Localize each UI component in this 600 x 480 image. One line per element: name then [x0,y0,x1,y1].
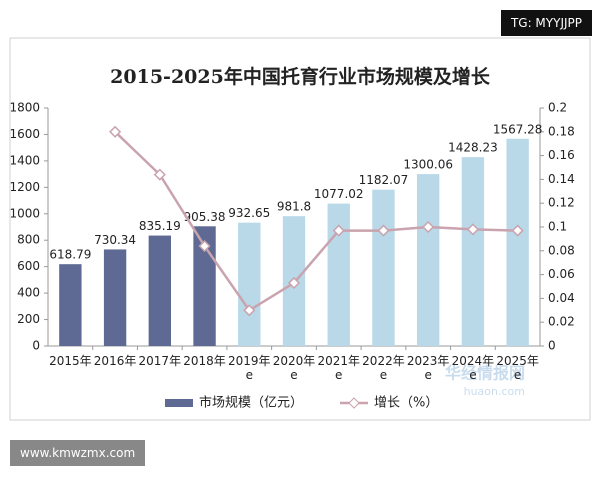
marker [511,224,524,237]
value-label: 932.65 [228,206,270,220]
y-tick-label: 400 [17,286,40,300]
marker [466,223,479,236]
x-tick-label: 2015年 [49,354,92,368]
bar [327,203,350,346]
y-tick-label: 200 [17,312,40,326]
y2-tick-label: 0.12 [548,196,575,210]
marker [153,168,166,181]
y2-tick-label: 0.14 [548,172,575,186]
legend-label: 增长（%） [374,396,438,411]
x-tick-label: 2022年e [362,354,405,382]
y-tick-label: 800 [17,233,40,247]
bar [103,249,127,346]
marker [332,224,345,237]
marker [243,304,256,317]
legend-swatch [165,399,193,407]
marker [287,276,301,289]
y2-tick-label: 0.16 [548,148,575,162]
y-tick-label: 1400 [9,153,40,167]
bar [238,222,261,346]
y2-tick-label: 0 [548,339,556,353]
marker [422,220,435,234]
legend-label: 市场规模（亿元） [199,395,303,411]
x-tick-label: 2017年 [138,354,182,368]
y-tick-label: 1000 [9,206,40,220]
marker [109,125,122,138]
x-tick-label: 2021年e [317,354,360,382]
x-tick-label: 2018年 [183,354,226,368]
y2-tick-label: 0.18 [548,124,575,138]
value-label: 1300.06 [403,158,453,172]
x-tick-label: 2016年 [93,354,137,368]
value-label: 618.79 [49,248,91,262]
x-tick-label: 2020年e [272,354,316,382]
y-tick-label: 1600 [9,127,40,141]
y-tick-label: 600 [17,259,40,273]
x-tick-label: 2023年e [406,354,450,382]
line [114,130,518,312]
x-tick-label: 2019年e [227,354,271,382]
watermark-url: huaon.com [464,385,525,398]
y-tick-label: 1800 [9,101,40,115]
y2-tick-label: 0.04 [548,291,575,305]
x-tick-label: 2024年e [451,354,495,382]
watermark: 华经情报网 [445,364,525,383]
value-label: 1428.23 [448,141,498,155]
bar [148,235,171,346]
bar [417,174,440,346]
value-label: 1077.02 [314,187,364,201]
chart-title: 2015-2025年中国托育行业市场规模及增长 [110,65,491,88]
value-label: 1182.07 [359,173,409,187]
y-tick-label: 1200 [9,180,40,194]
y2-tick-label: 0.02 [548,315,575,329]
value-label: 1567.28 [493,122,543,136]
y2-tick-label: 0.08 [548,243,575,257]
bar [372,189,395,346]
marker [377,224,390,237]
value-label: 835.19 [139,219,181,233]
y2-tick-label: 0.06 [548,267,575,281]
top-badge: TG: MYYJJPP [500,10,592,36]
y2-tick-label: 0.1 [548,220,567,234]
bar [59,264,82,346]
value-label: 981.8 [277,200,311,214]
marker [198,239,211,253]
value-label: 905.38 [184,210,226,224]
bar [461,157,485,346]
bottom-badge: www.kmwzmx.com [10,440,146,466]
bar [506,138,529,346]
legend-marker [348,397,360,409]
value-label: 730.34 [94,233,136,247]
y2-tick-label: 0.2 [548,101,567,115]
x-tick-label: 2025年e [496,354,539,382]
y-tick-label: 0 [32,339,40,353]
